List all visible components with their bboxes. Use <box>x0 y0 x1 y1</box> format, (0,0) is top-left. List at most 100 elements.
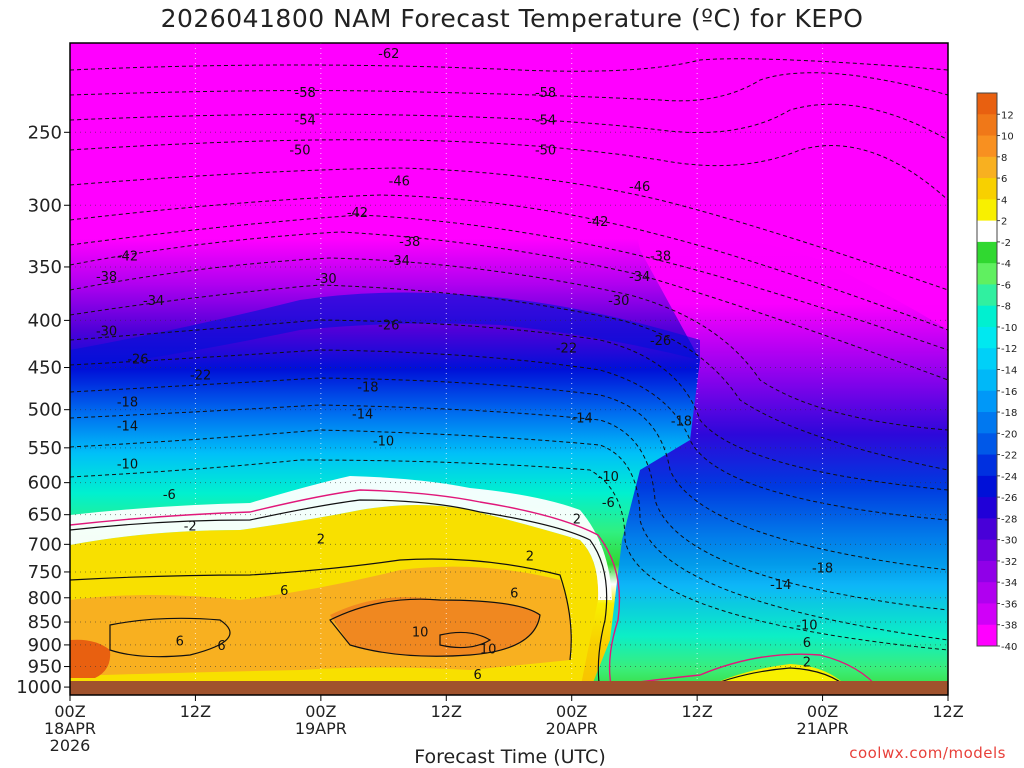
contour-label: 2 <box>803 655 811 670</box>
y-tick-label: 950 <box>28 657 62 678</box>
contour-label: -6 <box>163 488 176 503</box>
contour-label: -54 <box>295 113 316 128</box>
contour-line-negative <box>69 194 949 331</box>
colorbar-label: 2 <box>1001 217 1007 228</box>
x-tick-label: 00Z <box>807 702 838 721</box>
colorbar-swatch <box>977 624 997 647</box>
y-tick-label: 750 <box>28 562 62 583</box>
x-tick-label: 00Z <box>556 702 587 721</box>
colorbar-swatch <box>977 539 997 562</box>
colorbar-label: -6 <box>1001 280 1011 291</box>
contour-label: -26 <box>378 318 399 333</box>
colorbar-label: -34 <box>1001 578 1017 589</box>
colorbar-label: -20 <box>1001 429 1017 440</box>
colorbar-label: -30 <box>1001 536 1017 547</box>
temperature-field-hot-left <box>70 639 111 678</box>
colorbar-swatch <box>977 603 997 626</box>
contour-line-negative <box>69 58 949 72</box>
x-tick-label: 20APR <box>546 719 598 738</box>
y-tick-label: 900 <box>28 635 62 656</box>
temperature-field-cold-core <box>70 292 700 370</box>
colorbar-swatch <box>977 178 997 200</box>
contour-label: -50 <box>289 144 310 159</box>
contour-label: -10 <box>373 434 394 449</box>
colorbar-swatch <box>977 93 997 115</box>
contour-label: 6 <box>803 636 811 651</box>
y-tick-label: 450 <box>28 358 62 379</box>
colorbar-swatch <box>977 518 997 541</box>
y-tick-label: 850 <box>28 612 62 633</box>
colorbar-label: 10 <box>1001 132 1014 143</box>
colorbar-swatch <box>977 412 997 434</box>
chart-title: 2026041800 NAM Forecast Temperature (ºC)… <box>160 4 864 33</box>
contour-label: -26 <box>127 353 148 368</box>
colorbar-swatch <box>977 241 997 264</box>
contour-line-positive <box>109 617 231 658</box>
contour-line-positive <box>69 499 608 691</box>
contour-label: -22 <box>190 369 211 384</box>
contour-label: -14 <box>770 578 791 593</box>
ground-strip <box>70 681 948 695</box>
colorbar-label: -4 <box>1001 259 1011 270</box>
contour-label: -22 <box>556 341 577 356</box>
contour-line-negative <box>69 72 949 102</box>
contour-label: -38 <box>650 249 671 264</box>
contour-line-positive <box>439 631 492 649</box>
y-tick-label: 300 <box>28 195 62 216</box>
y-tick-label: 250 <box>28 122 62 143</box>
freezing-level-contour <box>69 489 621 691</box>
contour-label: -42 <box>117 249 138 264</box>
contour-line-negative <box>69 167 949 291</box>
x-axis-label: Forecast Time (UTC) <box>414 746 606 768</box>
contour-label: -58 <box>535 86 556 101</box>
contour-label: -10 <box>117 458 138 473</box>
contour-label: -62 <box>378 47 399 62</box>
colorbar-label: 4 <box>1001 195 1007 206</box>
colorbar-label: 12 <box>1001 110 1014 121</box>
colorbar-swatch <box>977 305 997 328</box>
colorbar-label: -10 <box>1001 323 1017 334</box>
colorbar-swatch <box>977 582 997 604</box>
contour-label: -46 <box>389 174 410 189</box>
x-tick-label: 00Z <box>305 702 336 721</box>
contour-label: -38 <box>399 235 420 250</box>
contour-label: -14 <box>352 408 373 423</box>
contour-label: -6 <box>602 496 615 511</box>
contour-line-positive <box>699 667 851 691</box>
contour-label: -18 <box>671 415 692 430</box>
contour-line-positive <box>69 558 572 661</box>
y-tick-label: 800 <box>28 588 62 609</box>
contour-label: -34 <box>629 270 650 285</box>
y-tick-label: 500 <box>28 400 62 421</box>
contour-label: 10 <box>480 642 497 657</box>
colorbar-swatch <box>977 156 997 179</box>
colorbar-label: -16 <box>1001 387 1017 398</box>
colorbar-swatch <box>977 326 997 349</box>
contour-line-negative <box>69 377 949 571</box>
contour-line-negative <box>69 231 949 381</box>
contour-line-negative <box>69 429 949 641</box>
colorbar-label: -12 <box>1001 344 1017 355</box>
colorbar-swatch <box>977 433 997 456</box>
contour-line-negative <box>69 103 949 141</box>
x-tick-label: 18APR <box>44 719 96 738</box>
colorbar-swatch <box>977 454 997 477</box>
y-tick-label: 600 <box>28 473 62 494</box>
contour-line-negative <box>69 139 949 201</box>
contour-label: -10 <box>598 470 619 485</box>
colorbar-swatch <box>977 199 997 222</box>
contour-line-negative <box>69 284 949 471</box>
colorbar-swatch <box>977 135 997 158</box>
colorbar-label: -40 <box>1001 642 1017 653</box>
contour-label: 10 <box>412 625 429 640</box>
temperature-field-freezing-band <box>70 476 612 600</box>
colorbar-label: -32 <box>1001 557 1017 568</box>
x-tick-label: 19APR <box>295 719 347 738</box>
colorbar-label: -8 <box>1001 302 1011 313</box>
y-tick-label: 650 <box>28 505 62 526</box>
colorbar-label: 6 <box>1001 174 1007 185</box>
plot-frame <box>69 42 949 696</box>
contour-label: 2 <box>526 550 534 565</box>
contour-labels: -62-58 -58-54 -54-50 -50-46 -46-42-42-42-38-… <box>96 47 833 683</box>
